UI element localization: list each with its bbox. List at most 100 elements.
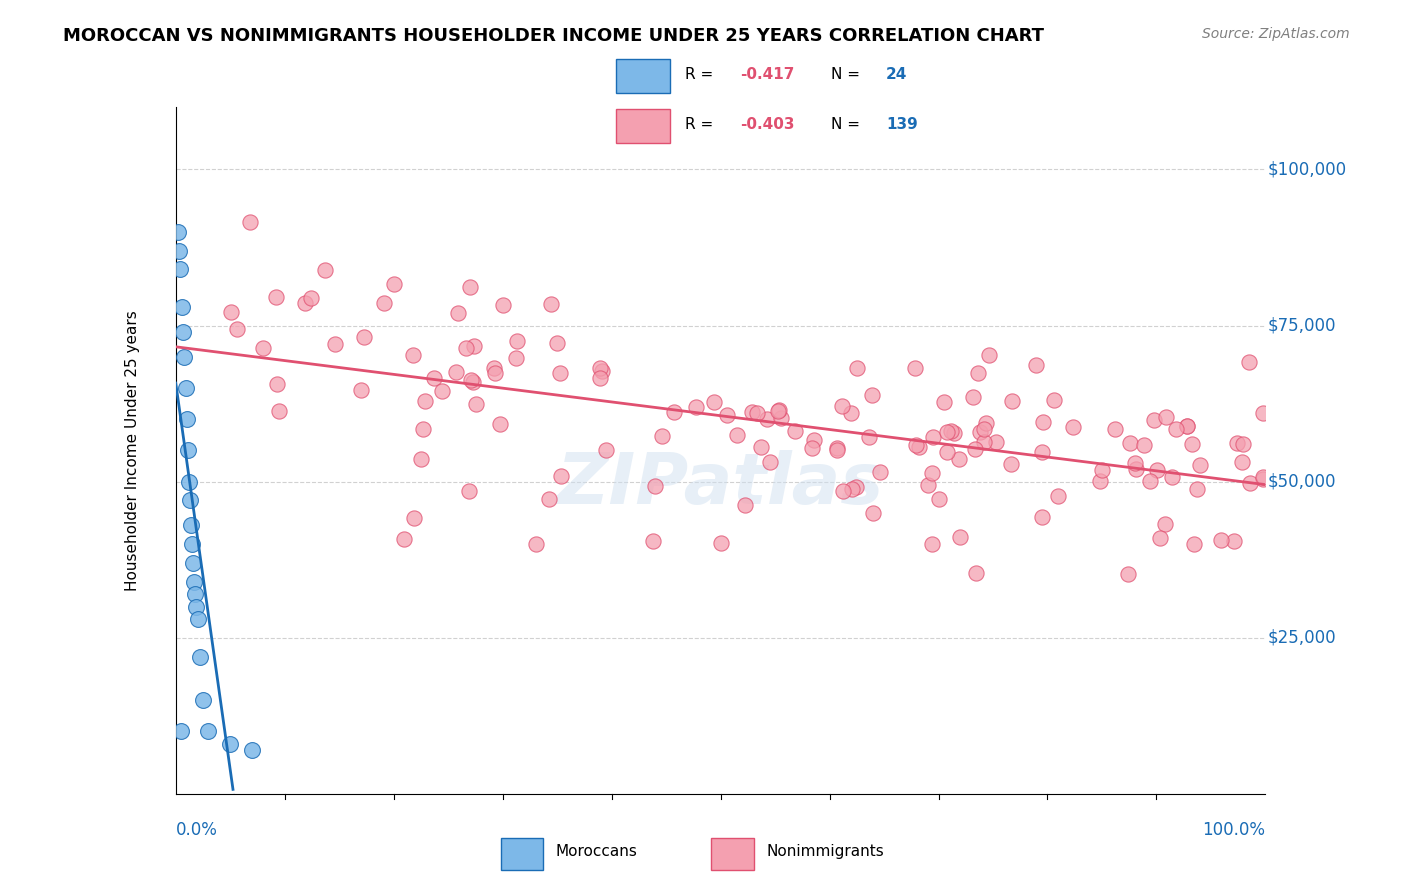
Point xyxy=(1133,438,1156,452)
Point xyxy=(1181,437,1204,451)
Point xyxy=(962,390,984,404)
Point xyxy=(749,441,772,455)
Point xyxy=(353,329,375,343)
Point xyxy=(943,425,966,440)
Point xyxy=(461,376,484,390)
Point xyxy=(463,338,485,352)
Point xyxy=(505,334,527,348)
Point xyxy=(167,225,190,239)
Point xyxy=(1025,358,1047,372)
Point xyxy=(299,291,322,305)
Point xyxy=(1047,489,1070,503)
Point xyxy=(548,366,571,380)
Point xyxy=(734,498,756,512)
Point xyxy=(1239,476,1261,491)
Point xyxy=(294,296,316,310)
Point xyxy=(725,428,748,442)
Point xyxy=(741,405,763,419)
Point xyxy=(589,360,612,375)
Point xyxy=(402,511,425,525)
Point xyxy=(986,434,1008,449)
Point xyxy=(1185,482,1208,496)
Point xyxy=(323,337,346,351)
Point xyxy=(921,536,943,550)
Text: MOROCCAN VS NONIMMIGRANTS HOUSEHOLDER INCOME UNDER 25 YEARS CORRELATION CHART: MOROCCAN VS NONIMMIGRANTS HOUSEHOLDER IN… xyxy=(63,27,1045,45)
Point xyxy=(177,475,200,489)
Point xyxy=(186,599,208,614)
Point xyxy=(768,403,790,417)
Text: Householder Income Under 25 years: Householder Income Under 25 years xyxy=(125,310,139,591)
Point xyxy=(643,533,665,548)
Point xyxy=(973,434,995,449)
Point xyxy=(921,467,943,481)
Point xyxy=(1189,458,1212,473)
Point xyxy=(423,371,446,385)
Point xyxy=(1104,421,1126,435)
Point xyxy=(1153,517,1175,532)
Point xyxy=(969,425,991,440)
Point xyxy=(1156,409,1178,424)
Point xyxy=(1032,415,1054,429)
Point xyxy=(240,743,263,757)
Point xyxy=(373,296,395,310)
Text: 139: 139 xyxy=(886,118,918,132)
Text: Source: ZipAtlas.com: Source: ZipAtlas.com xyxy=(1202,27,1350,41)
Text: Nonimmigrants: Nonimmigrants xyxy=(766,845,884,859)
Point xyxy=(662,405,685,419)
Point xyxy=(905,437,928,451)
Text: R =: R = xyxy=(685,67,718,82)
Text: -0.403: -0.403 xyxy=(740,118,794,132)
Point xyxy=(710,535,733,549)
Point xyxy=(832,483,855,498)
Point xyxy=(948,451,970,466)
Point xyxy=(1091,463,1114,477)
Point xyxy=(174,381,197,395)
Point xyxy=(1031,445,1053,459)
Point xyxy=(181,537,204,551)
Point xyxy=(1223,533,1246,548)
Point xyxy=(803,433,825,447)
Point xyxy=(492,297,515,311)
Text: N =: N = xyxy=(831,67,865,82)
Point xyxy=(402,348,425,362)
Point xyxy=(801,442,824,456)
Point xyxy=(219,737,242,751)
Point xyxy=(550,469,572,483)
Point xyxy=(965,566,987,580)
Point xyxy=(1239,355,1261,369)
Point xyxy=(588,371,610,385)
Point xyxy=(1211,533,1233,547)
Point xyxy=(949,530,972,544)
Point xyxy=(592,364,614,378)
Point xyxy=(173,350,195,364)
Point xyxy=(484,366,506,380)
Point xyxy=(1164,422,1187,436)
Point xyxy=(825,442,848,457)
Point xyxy=(432,384,454,398)
Point xyxy=(1031,509,1053,524)
Point xyxy=(932,395,955,409)
Point xyxy=(939,424,962,438)
Point xyxy=(184,587,207,601)
Point xyxy=(845,360,868,375)
Point xyxy=(973,422,995,436)
Point xyxy=(392,532,415,546)
Text: $25,000: $25,000 xyxy=(1268,629,1336,647)
Point xyxy=(179,493,201,508)
Point xyxy=(862,388,884,402)
Point xyxy=(524,537,547,551)
Point xyxy=(1139,475,1161,489)
Point xyxy=(1146,463,1168,477)
Point xyxy=(845,480,868,494)
Point xyxy=(447,306,470,320)
Point xyxy=(458,483,481,498)
Point xyxy=(1226,436,1249,450)
Point xyxy=(267,404,290,418)
Point xyxy=(1088,474,1111,488)
Point xyxy=(1149,531,1171,545)
Point xyxy=(1043,393,1066,408)
Point xyxy=(188,649,211,664)
Point xyxy=(167,244,190,258)
Point xyxy=(1001,393,1024,408)
Point xyxy=(766,404,789,418)
